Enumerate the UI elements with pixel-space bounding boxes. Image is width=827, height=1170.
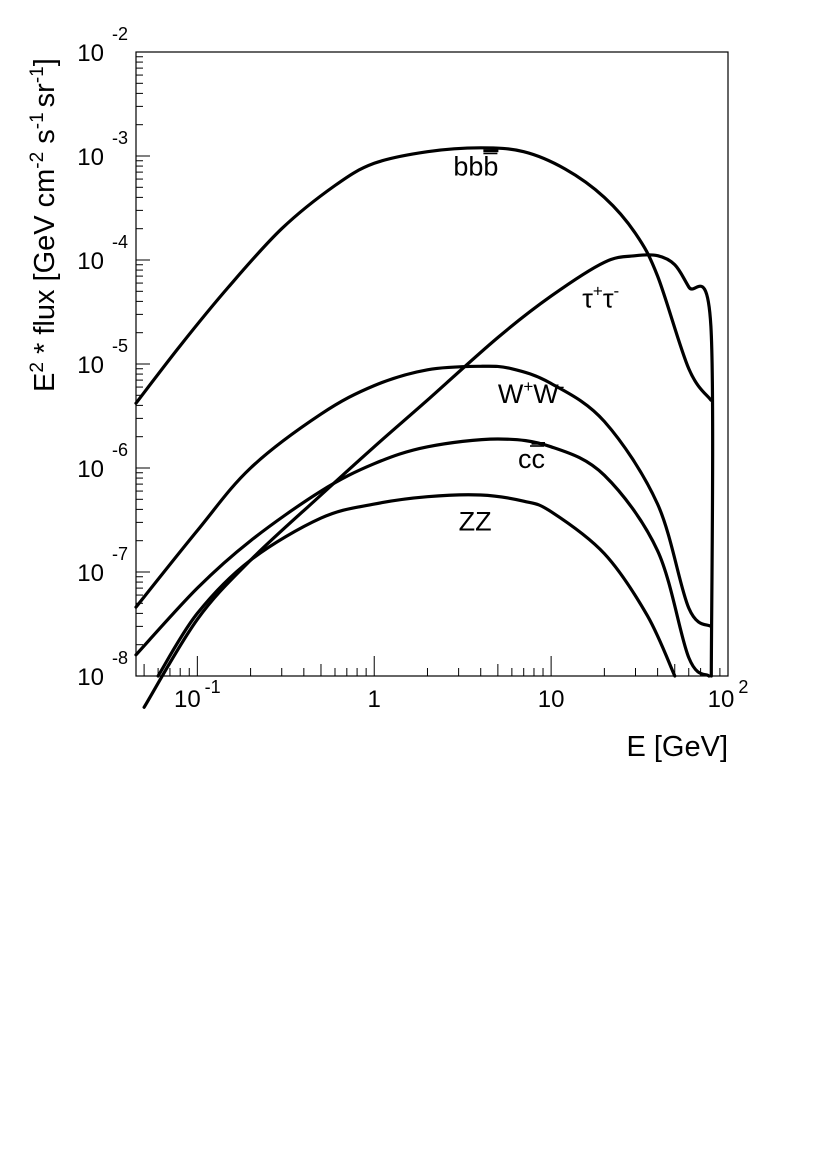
series-line-4 <box>156 493 677 678</box>
curve-label-2: W+W- <box>498 377 565 409</box>
series-line-1 <box>142 253 715 709</box>
y-axis-ticks: 10 -2 10 -3 10 -4 10 -5 10 -6 10 -7 10 -8 <box>77 24 128 691</box>
x-axis-title: E [GeV] <box>626 731 728 763</box>
series-curves <box>134 146 715 709</box>
curve-label-4: ZZ <box>459 507 492 537</box>
curve-label-1: τ+τ- <box>582 281 619 313</box>
x-tick-label: 1 <box>368 686 381 713</box>
x-axis-ticks: 10 -1 1 10 10 2 <box>174 677 748 713</box>
y-tick-exponent: -5 <box>112 336 128 356</box>
series-line-0 <box>134 146 713 405</box>
curve-labels: bbb τ+τ- W+W-cc ZZ <box>453 151 619 536</box>
y-tick-label: 10 <box>77 352 104 379</box>
y-axis-title: E2 * flux [GeV cm-2 s-1sr-1] <box>27 58 61 392</box>
x-tick-label: 10 <box>538 686 565 713</box>
x-tick-label: 10 -1 <box>174 677 221 713</box>
y-tick-label: 10 <box>77 456 104 483</box>
minor-ticks <box>136 56 721 677</box>
curve-label-3: cc <box>518 444 545 474</box>
y-tick-exponent: -2 <box>112 24 128 44</box>
series-line-3 <box>134 437 711 678</box>
y-tick-exponent: -6 <box>112 440 128 460</box>
y-tick-label: 10 <box>77 664 104 691</box>
y-tick-label: 10 <box>77 40 104 67</box>
y-tick-label: 10 <box>77 248 104 275</box>
y-tick-label: 10 <box>77 560 104 587</box>
x-tick-label: 10 2 <box>708 677 749 713</box>
curve-label-0: bbb <box>453 151 498 181</box>
y-tick-exponent: -3 <box>112 128 128 148</box>
series-line-2 <box>134 364 713 628</box>
y-tick-exponent: -7 <box>112 544 128 564</box>
y-tick-label: 10 <box>77 144 104 171</box>
y-tick-exponent: -4 <box>112 232 128 252</box>
y-tick-exponent: -8 <box>112 648 128 668</box>
